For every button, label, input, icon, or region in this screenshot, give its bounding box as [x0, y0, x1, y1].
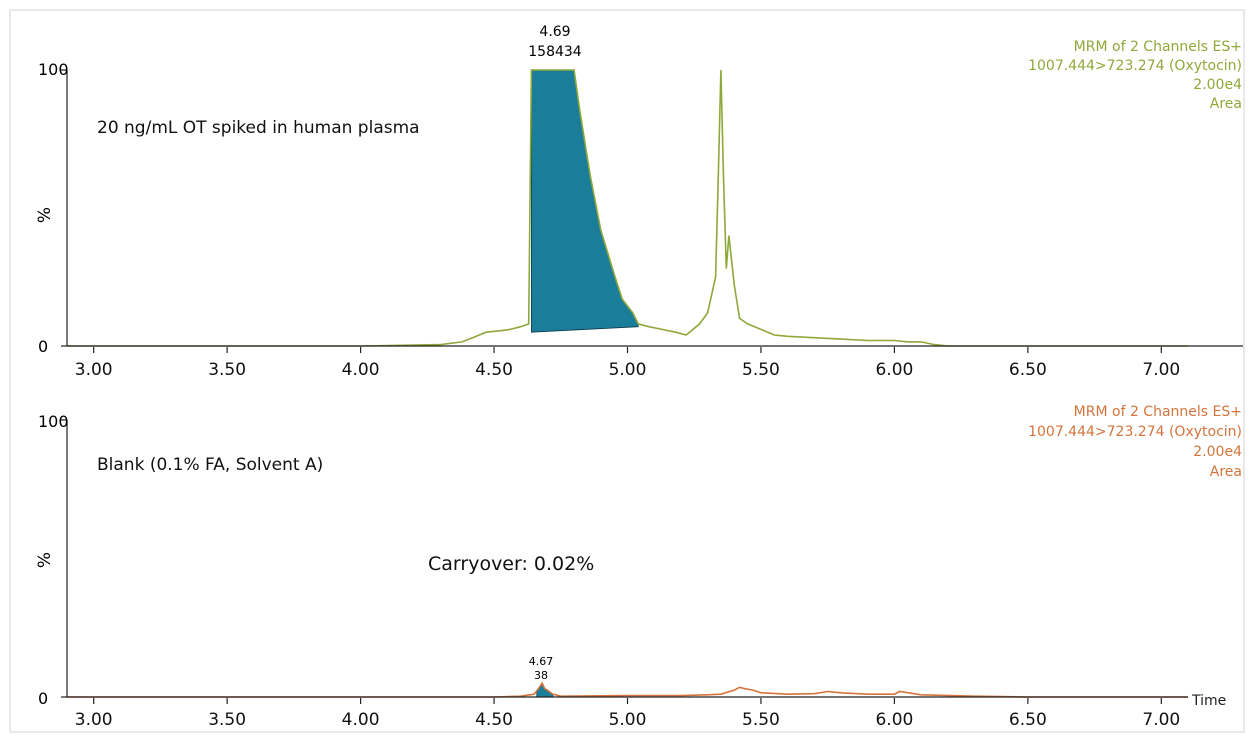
- bottom-info-line-1: MRM of 2 Channels ES+: [1074, 404, 1242, 420]
- x-tick-label: 5.00: [609, 360, 647, 380]
- bottom-sample-annotation: Blank (0.1% FA, Solvent A): [97, 455, 323, 475]
- x-tick-label: 5.50: [742, 360, 780, 380]
- integrated-area-fill: [531, 69, 639, 333]
- top-y-tick-0: 0: [38, 337, 48, 356]
- top-ticks: 3.00 3.50 4.00 4.50 5.00 5.50 6.00 6.50 7.00: [61, 69, 1180, 380]
- carryover-annotation: Carryover: 0.02%: [428, 553, 594, 575]
- figure-border: [9, 9, 1245, 733]
- integrated-area-fill: [536, 682, 554, 698]
- x-tick-label: 5.00: [609, 710, 647, 730]
- bottom-info-line-2: 1007.444>723.274 (Oxytocin): [1028, 424, 1242, 440]
- top-peak-area: 158434: [528, 44, 582, 60]
- top-y-tick-100: 100: [38, 60, 69, 79]
- top-panel: 3.00 3.50 4.00 4.50 5.00 5.50 6.00 6.50 7.00 100…: [35, 24, 1243, 380]
- bottom-panel: 3.00 3.50 4.00 4.50 5.00 5.50 6.00 6.50 7.00 100…: [35, 404, 1242, 730]
- x-tick-label: 7.00: [1142, 360, 1180, 380]
- top-peak-rt: 4.69: [539, 24, 570, 40]
- bottom-peak-rt: 4.67: [529, 655, 554, 668]
- bottom-y-tick-100: 100: [38, 412, 69, 431]
- bottom-info-line-4: Area: [1210, 464, 1242, 480]
- blank-integrated-area: [536, 682, 554, 698]
- x-tick-label: 4.50: [475, 710, 513, 730]
- x-tick-label: 7.00: [1142, 710, 1180, 730]
- top-info-line-1: MRM of 2 Channels ES+: [1074, 39, 1242, 55]
- x-tick-label: 4.00: [342, 360, 380, 380]
- bottom-ticks: 3.00 3.50 4.00 4.50 5.00 5.50 6.00 6.50 7.00: [61, 419, 1180, 730]
- top-trace-line: [67, 69, 1188, 347]
- bottom-x-axis-label: Time: [1191, 693, 1226, 709]
- top-info-block: MRM of 2 Channels ES+ 1007.444>723.274 (…: [1028, 39, 1242, 112]
- x-tick-label: 6.00: [875, 360, 913, 380]
- x-tick-label: 6.00: [875, 710, 913, 730]
- bottom-peak-area: 38: [534, 669, 548, 682]
- top-y-axis-label: %: [35, 207, 55, 223]
- x-tick-label: 5.50: [742, 710, 780, 730]
- top-sample-annotation: 20 ng/mL OT spiked in human plasma: [97, 118, 420, 138]
- x-tick-label: 3.50: [208, 710, 246, 730]
- x-tick-label: 6.50: [1009, 360, 1047, 380]
- integrated-peak-area: [531, 69, 639, 333]
- bottom-info-line-3: 2.00e4: [1193, 444, 1242, 460]
- x-tick-label: 3.00: [75, 710, 113, 730]
- x-tick-label: 4.50: [475, 360, 513, 380]
- top-info-line-2: 1007.444>723.274 (Oxytocin): [1028, 58, 1242, 74]
- x-tick-label: 4.00: [342, 710, 380, 730]
- bottom-info-block: MRM of 2 Channels ES+ 1007.444>723.274 (…: [1028, 404, 1242, 480]
- bottom-y-tick-0: 0: [38, 689, 48, 708]
- x-tick-label: 3.00: [75, 360, 113, 380]
- x-tick-label: 3.50: [208, 360, 246, 380]
- x-tick-label: 6.50: [1009, 710, 1047, 730]
- bottom-trace-line: [67, 681, 1188, 698]
- bottom-y-axis-label: %: [35, 552, 55, 568]
- top-info-line-4: Area: [1210, 96, 1242, 112]
- top-info-line-3: 2.00e4: [1193, 77, 1242, 93]
